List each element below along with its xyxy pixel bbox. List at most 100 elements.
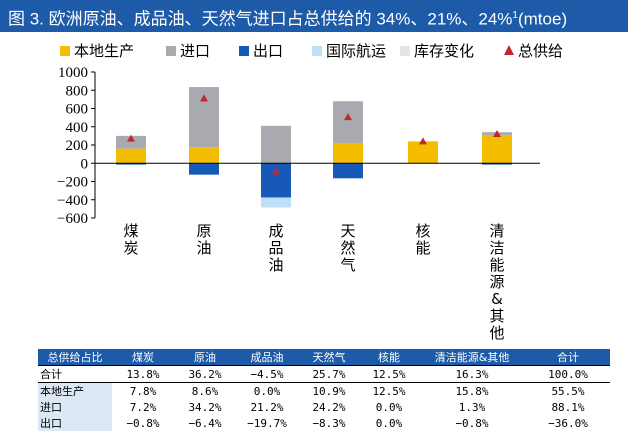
table-row: 合计 13.8% 36.2% −4.5% 25.7% 12.5% 16.3% 100.0% [38, 365, 610, 383]
bar-domestic-0 [116, 148, 146, 164]
y-tick-label-1: −400 [57, 193, 88, 209]
total-markers [127, 94, 501, 175]
title-suffix: (mtoe) [517, 9, 568, 29]
y-tick-label-4: 200 [66, 138, 89, 154]
table-row-label: 本地生产 [38, 382, 112, 399]
table-cell: 7.8% [129, 384, 157, 398]
table-cell: 8.6% [191, 384, 219, 398]
bar-export-0 [116, 163, 146, 165]
legend-label-stock: 库存变化 [414, 42, 474, 60]
legend-label-import: 进口 [180, 42, 210, 60]
total-marker-3 [344, 113, 352, 121]
total-marker-2 [272, 167, 280, 175]
table-cell: 13.8% [112, 365, 174, 383]
legend-label-bunker: 国际航运 [326, 42, 386, 60]
y-axis: −600 −400 −200 0 200 400 600 800 1000 [57, 65, 540, 227]
y-tick-label-0: −600 [57, 211, 88, 227]
table-header-6: 清洁能源&其他 [418, 349, 526, 366]
x-axis-labels: 煤炭 原油 成品油 天然气 核能 清洁能源&其他 [123, 222, 504, 342]
bar-import-0 [116, 135, 146, 149]
table-cell: 25.7% [298, 365, 360, 383]
y-tick-label-6: 600 [66, 102, 89, 118]
table-row-label: 合计 [38, 365, 112, 383]
category-label-0: 煤炭 [123, 222, 138, 257]
category-label-1: 原油 [196, 222, 211, 257]
title-prefix: 图 3. 欧洲原油、成品油、天然气进口占总供给的 34%、21%、24% [8, 9, 513, 29]
category-label-5: 清洁能源&其他 [489, 222, 504, 342]
total-marker-4 [419, 137, 427, 145]
bar-export-1 [189, 163, 219, 175]
y-tick-label-7: 800 [66, 83, 89, 99]
legend-swatch-domestic [60, 46, 70, 56]
table-header-5: 核能 [360, 349, 418, 366]
table-cell: −6.4% [188, 416, 222, 430]
category-label-3: 天然气 [340, 222, 355, 274]
table-header-0: 总供给占比 [38, 349, 112, 366]
legend-label-total: 总供给 [518, 42, 563, 60]
table-cell: 1.3% [458, 400, 486, 414]
bar-export-3 [333, 163, 363, 179]
category-label-2: 成品油 [268, 222, 283, 274]
table-cell: 34.2% [188, 400, 222, 414]
table-cell: 16.3% [418, 365, 526, 383]
table-cell: 0.0% [253, 384, 281, 398]
y-tick-label-5: 400 [66, 120, 89, 136]
supply-share-table: 总供给占比 煤炭 原油 成品油 天然气 核能 清洁能源&其他 合计 合计 13.8% 36.2% −… [38, 349, 610, 431]
figure-title: 图 3. 欧洲原油、成品油、天然气进口占总供给的 34%、21%、24%1(mt… [0, 0, 628, 32]
table-header-1: 煤炭 [112, 349, 174, 366]
table-header-2: 原油 [174, 349, 236, 366]
table-cell: −4.5% [236, 365, 298, 383]
y-tick-label-3: 0 [81, 156, 89, 172]
bar-bunker-2 [261, 197, 291, 208]
table-header-row: 总供给占比 煤炭 原油 成品油 天然气 核能 清洁能源&其他 合计 [38, 349, 610, 366]
table-cell: 12.5% [372, 384, 406, 398]
table-cell: 100.0% [526, 365, 610, 383]
legend-swatch-export [239, 46, 249, 56]
stacked-bar-chart: 本地生产 进口 出口 国际航运 库存变化 总供给 −600 −400 −200 0 200 400 6… [57, 42, 563, 342]
table-cell: 0.0% [375, 400, 403, 414]
table-row-label: 进口 [38, 399, 112, 415]
bar-import-2 [261, 125, 291, 164]
category-label-4: 核能 [415, 222, 430, 257]
table-header-7: 合计 [526, 349, 610, 366]
legend: 本地生产 进口 出口 国际航运 库存变化 总供给 [60, 42, 563, 60]
table-header-3: 成品油 [236, 349, 298, 366]
table-cell: 36.2% [174, 365, 236, 383]
table-cell: 7.2% [129, 400, 157, 414]
table-header-4: 天然气 [298, 349, 360, 366]
y-tick-label-8: 1000 [58, 65, 88, 81]
total-marker-1 [200, 94, 208, 102]
table-cell: 55.5% [551, 384, 585, 398]
legend-swatch-import [166, 46, 176, 56]
title-superscript: 1 [512, 10, 518, 21]
table-cell: 12.5% [360, 365, 418, 383]
table-body: 合计 13.8% 36.2% −4.5% 25.7% 12.5% 16.3% 100.0% 本地… [38, 365, 610, 431]
total-marker-5 [493, 130, 501, 138]
table-cell: −0.8% [126, 416, 160, 430]
bar-domestic-4 [408, 141, 438, 164]
y-tick-label-2: −200 [57, 175, 88, 191]
table-cell: 21.2% [250, 400, 284, 414]
table-cell: −19.7% [247, 416, 287, 430]
legend-marker-total [504, 45, 514, 55]
table-cell: −36.0% [548, 416, 588, 430]
table-cell: 0.0% [375, 416, 403, 430]
table-cell: 88.1% [551, 400, 585, 414]
bar-domestic-1 [189, 147, 219, 164]
table-row-label: 出口 [38, 415, 112, 431]
bar-import-3 [333, 101, 363, 144]
bar-domestic-5 [482, 134, 512, 164]
table-cell: 15.8% [455, 384, 489, 398]
legend-label-domestic: 本地生产 [74, 42, 134, 60]
table-row: 进口 7.2% 34.2% 21.2% 24.2% 0.0% 1.3% 88.1% [38, 399, 610, 415]
table-cell: 10.9% [312, 384, 346, 398]
table-row: 出口 −0.8% −6.4% −19.7% −8.3% 0.0% −0.8% −36.0% [38, 415, 610, 431]
legend-swatch-stock [400, 46, 410, 56]
bar-export-5 [482, 163, 512, 165]
legend-swatch-bunker [312, 46, 322, 56]
legend-label-export: 出口 [253, 42, 283, 60]
table-cell: 24.2% [312, 400, 346, 414]
table-cell: −8.3% [312, 416, 346, 430]
total-marker-0 [127, 134, 135, 142]
table-row: 本地生产 7.8% 8.6% 0.0% 10.9% 12.5% 15.8% 55.5% [38, 382, 610, 399]
